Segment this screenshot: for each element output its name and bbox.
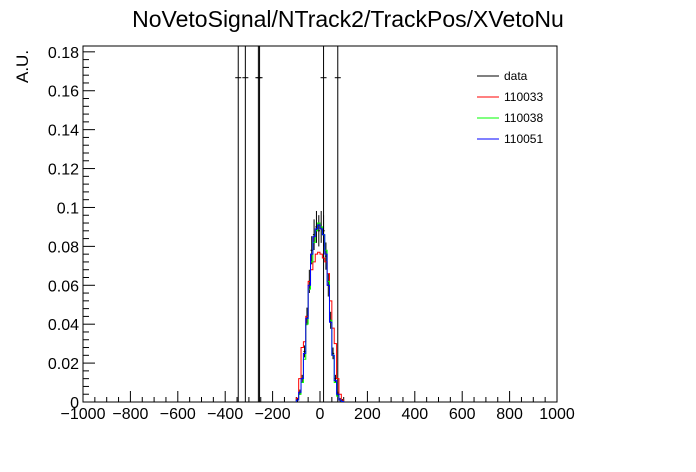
y-tick-label: 0.12 xyxy=(48,162,79,179)
series-110033-line xyxy=(295,251,345,402)
x-tick-label: 800 xyxy=(496,406,523,423)
y-tick-label: 0.18 xyxy=(48,45,79,62)
x-tick-label: −200 xyxy=(255,406,291,423)
x-tick-label: 200 xyxy=(354,406,381,423)
y-tick-label: 0 xyxy=(70,395,79,412)
y-tick-label: 0.04 xyxy=(48,317,79,334)
y-tick-label: 0.02 xyxy=(48,356,79,373)
x-tick-label: −800 xyxy=(112,406,148,423)
y-axis-label: A.U. xyxy=(13,50,32,83)
y-tick-label: 0.08 xyxy=(48,239,79,256)
x-tick-label: 0 xyxy=(316,406,325,423)
y-tick-label: 0.1 xyxy=(57,200,79,217)
y-axis: 0 0.02 0.04 0.06 0.08 0.1 0.12 0.14 0.16 0.18 xyxy=(48,45,95,412)
legend-label: 110033 xyxy=(504,90,543,104)
series-110051-line xyxy=(295,224,345,402)
x-tick-label: −1000 xyxy=(61,406,106,423)
legend-label: data xyxy=(504,69,528,83)
x-tick-label: −400 xyxy=(207,406,243,423)
x-tick-label: 1000 xyxy=(539,406,575,423)
y-tick-label: 0.14 xyxy=(48,123,79,140)
y-tick-label: 0.16 xyxy=(48,84,79,101)
series-layer xyxy=(235,46,345,402)
x-tick-label: 600 xyxy=(449,406,476,423)
legend: data 110033 110038 110051 xyxy=(477,69,543,146)
y-tick-label: 0.06 xyxy=(48,278,79,295)
x-tick-label: −600 xyxy=(160,406,196,423)
chart-title: NoVetoSignal/NTrack2/TrackPos/XVetoNu xyxy=(132,6,564,32)
legend-label: 110051 xyxy=(504,132,543,146)
legend-label: 110038 xyxy=(504,111,543,125)
x-axis: −1000 −800 −600 −400 −200 0 200 400 600 800 1000 xyxy=(61,391,575,423)
x-tick-label: 400 xyxy=(401,406,428,423)
